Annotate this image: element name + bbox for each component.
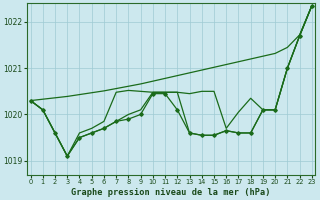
X-axis label: Graphe pression niveau de la mer (hPa): Graphe pression niveau de la mer (hPa) [71,188,271,197]
